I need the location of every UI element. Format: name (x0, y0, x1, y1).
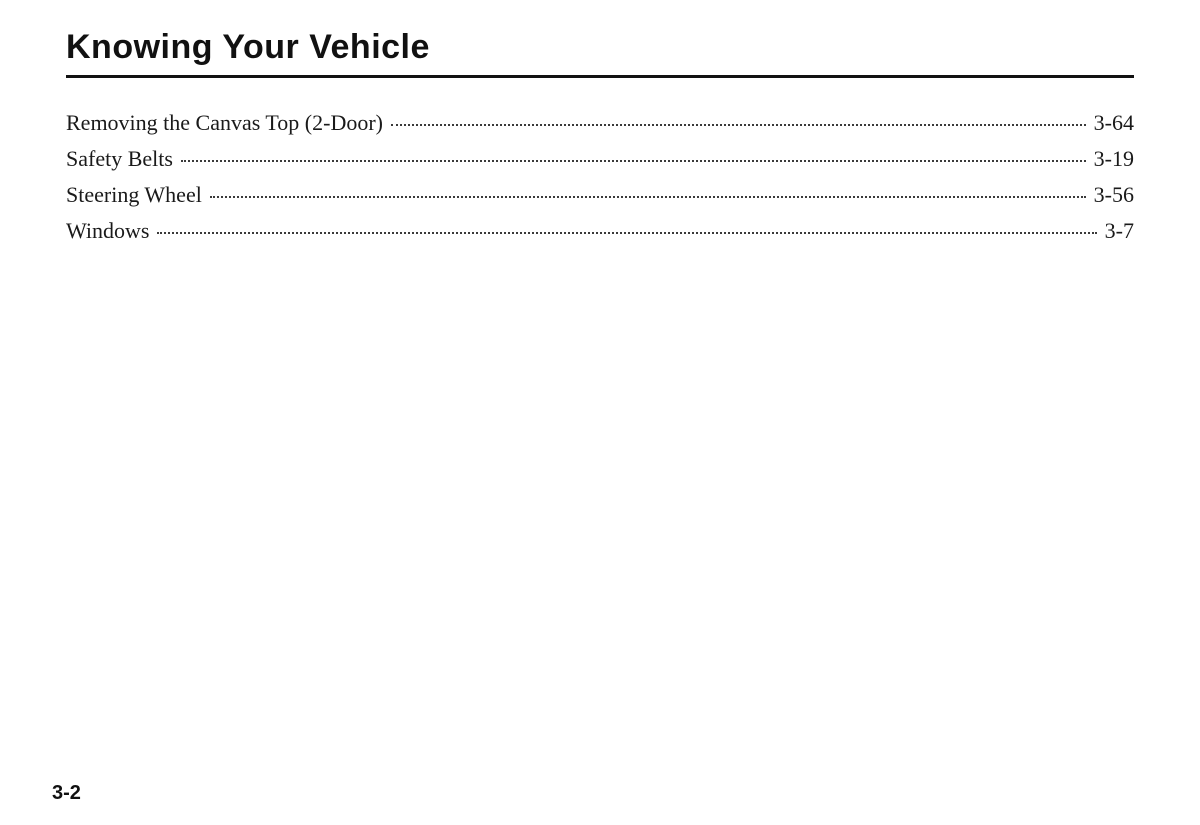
table-of-contents: Removing the Canvas Top (2-Door) 3-64 Sa… (66, 112, 1134, 242)
toc-entry: Windows 3-7 (66, 220, 1134, 242)
toc-entry-page: 3-64 (1090, 112, 1134, 134)
dot-leader (157, 232, 1096, 234)
section-heading: Knowing Your Vehicle (66, 28, 1134, 67)
toc-entry-page: 3-56 (1090, 184, 1134, 206)
toc-entry: Safety Belts 3-19 (66, 148, 1134, 170)
toc-entry-page: 3-19 (1090, 148, 1134, 170)
manual-page: Knowing Your Vehicle Removing the Canvas… (0, 0, 1200, 825)
page-number: 3-2 (52, 782, 81, 805)
dot-leader (210, 196, 1086, 198)
toc-entry: Removing the Canvas Top (2-Door) 3-64 (66, 112, 1134, 134)
heading-rule (66, 75, 1134, 78)
dot-leader (391, 124, 1086, 126)
toc-entry-label: Removing the Canvas Top (2-Door) (66, 112, 387, 134)
toc-entry-label: Windows (66, 220, 153, 242)
dot-leader (181, 160, 1086, 162)
toc-entry-page: 3-7 (1101, 220, 1134, 242)
toc-entry: Steering Wheel 3-56 (66, 184, 1134, 206)
toc-entry-label: Steering Wheel (66, 184, 206, 206)
toc-entry-label: Safety Belts (66, 148, 177, 170)
